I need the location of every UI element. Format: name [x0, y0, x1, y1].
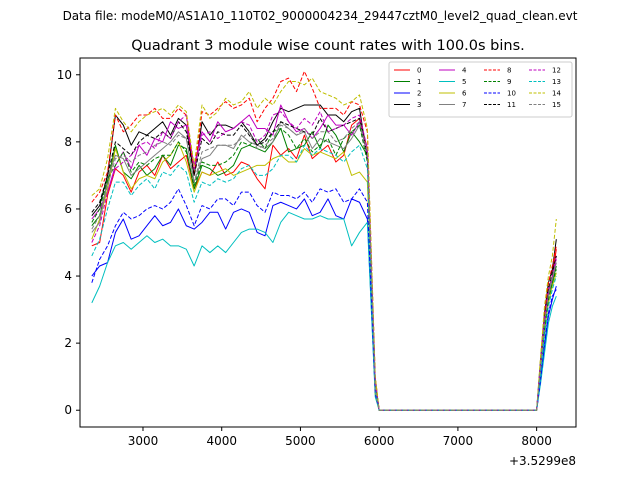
- x-tick-label-3000: 3000: [128, 434, 159, 448]
- y-tick-label-8: 8: [64, 135, 72, 149]
- y-tick-label-0: 0: [64, 403, 72, 417]
- series-line-13: [91, 144, 557, 411]
- legend-label-13: 13: [552, 78, 561, 86]
- legend-label-5: 5: [462, 78, 466, 86]
- x-tick-label-7000: 7000: [443, 434, 474, 448]
- x-offset-label: +3.5299e8: [509, 454, 576, 468]
- x-tick-label-8000: 8000: [521, 434, 552, 448]
- data-file-suptitle: Data file: modeM0/AS1A10_110T02_90000042…: [63, 9, 578, 23]
- legend-label-4: 4: [462, 67, 467, 75]
- y-tick-label-10: 10: [57, 68, 72, 82]
- legend-label-9: 9: [507, 78, 511, 86]
- series-line-12: [91, 111, 557, 411]
- series-line-14: [91, 77, 557, 411]
- series-line-10: [91, 188, 557, 411]
- legend-label-11: 11: [507, 101, 516, 109]
- legend-label-8: 8: [507, 67, 511, 75]
- series-line-9: [91, 124, 557, 411]
- series-line-11: [91, 117, 557, 411]
- series-line-6: [91, 141, 557, 411]
- series-line-8: [91, 70, 557, 411]
- series-line-2: [91, 198, 557, 411]
- legend-label-10: 10: [507, 90, 516, 98]
- x-tick-label-4000: 4000: [206, 434, 237, 448]
- legend-label-15: 15: [552, 101, 561, 109]
- series-line-15: [91, 121, 557, 411]
- series-line-0: [91, 117, 557, 411]
- plot-area: [91, 70, 557, 411]
- series-line-1: [91, 124, 557, 411]
- chart-title: Quadrant 3 module wise count rates with …: [131, 38, 525, 54]
- y-tick-label-2: 2: [64, 336, 72, 350]
- legend-label-1: 1: [417, 78, 421, 86]
- y-tick-label-6: 6: [64, 202, 72, 216]
- series-line-5: [91, 211, 557, 411]
- legend-box: [388, 61, 573, 118]
- legend-label-12: 12: [552, 67, 561, 75]
- legend-label-3: 3: [417, 101, 421, 109]
- x-tick-label-6000: 6000: [364, 434, 395, 448]
- y-tick-label-4: 4: [64, 269, 72, 283]
- axes-frame: [79, 57, 577, 428]
- legend-label-7: 7: [462, 101, 466, 109]
- x-tick-label-5000: 5000: [285, 434, 316, 448]
- legend-label-6: 6: [462, 90, 467, 98]
- legend-label-2: 2: [417, 90, 421, 98]
- legend-label-0: 0: [417, 67, 421, 75]
- legend-label-14: 14: [552, 90, 561, 98]
